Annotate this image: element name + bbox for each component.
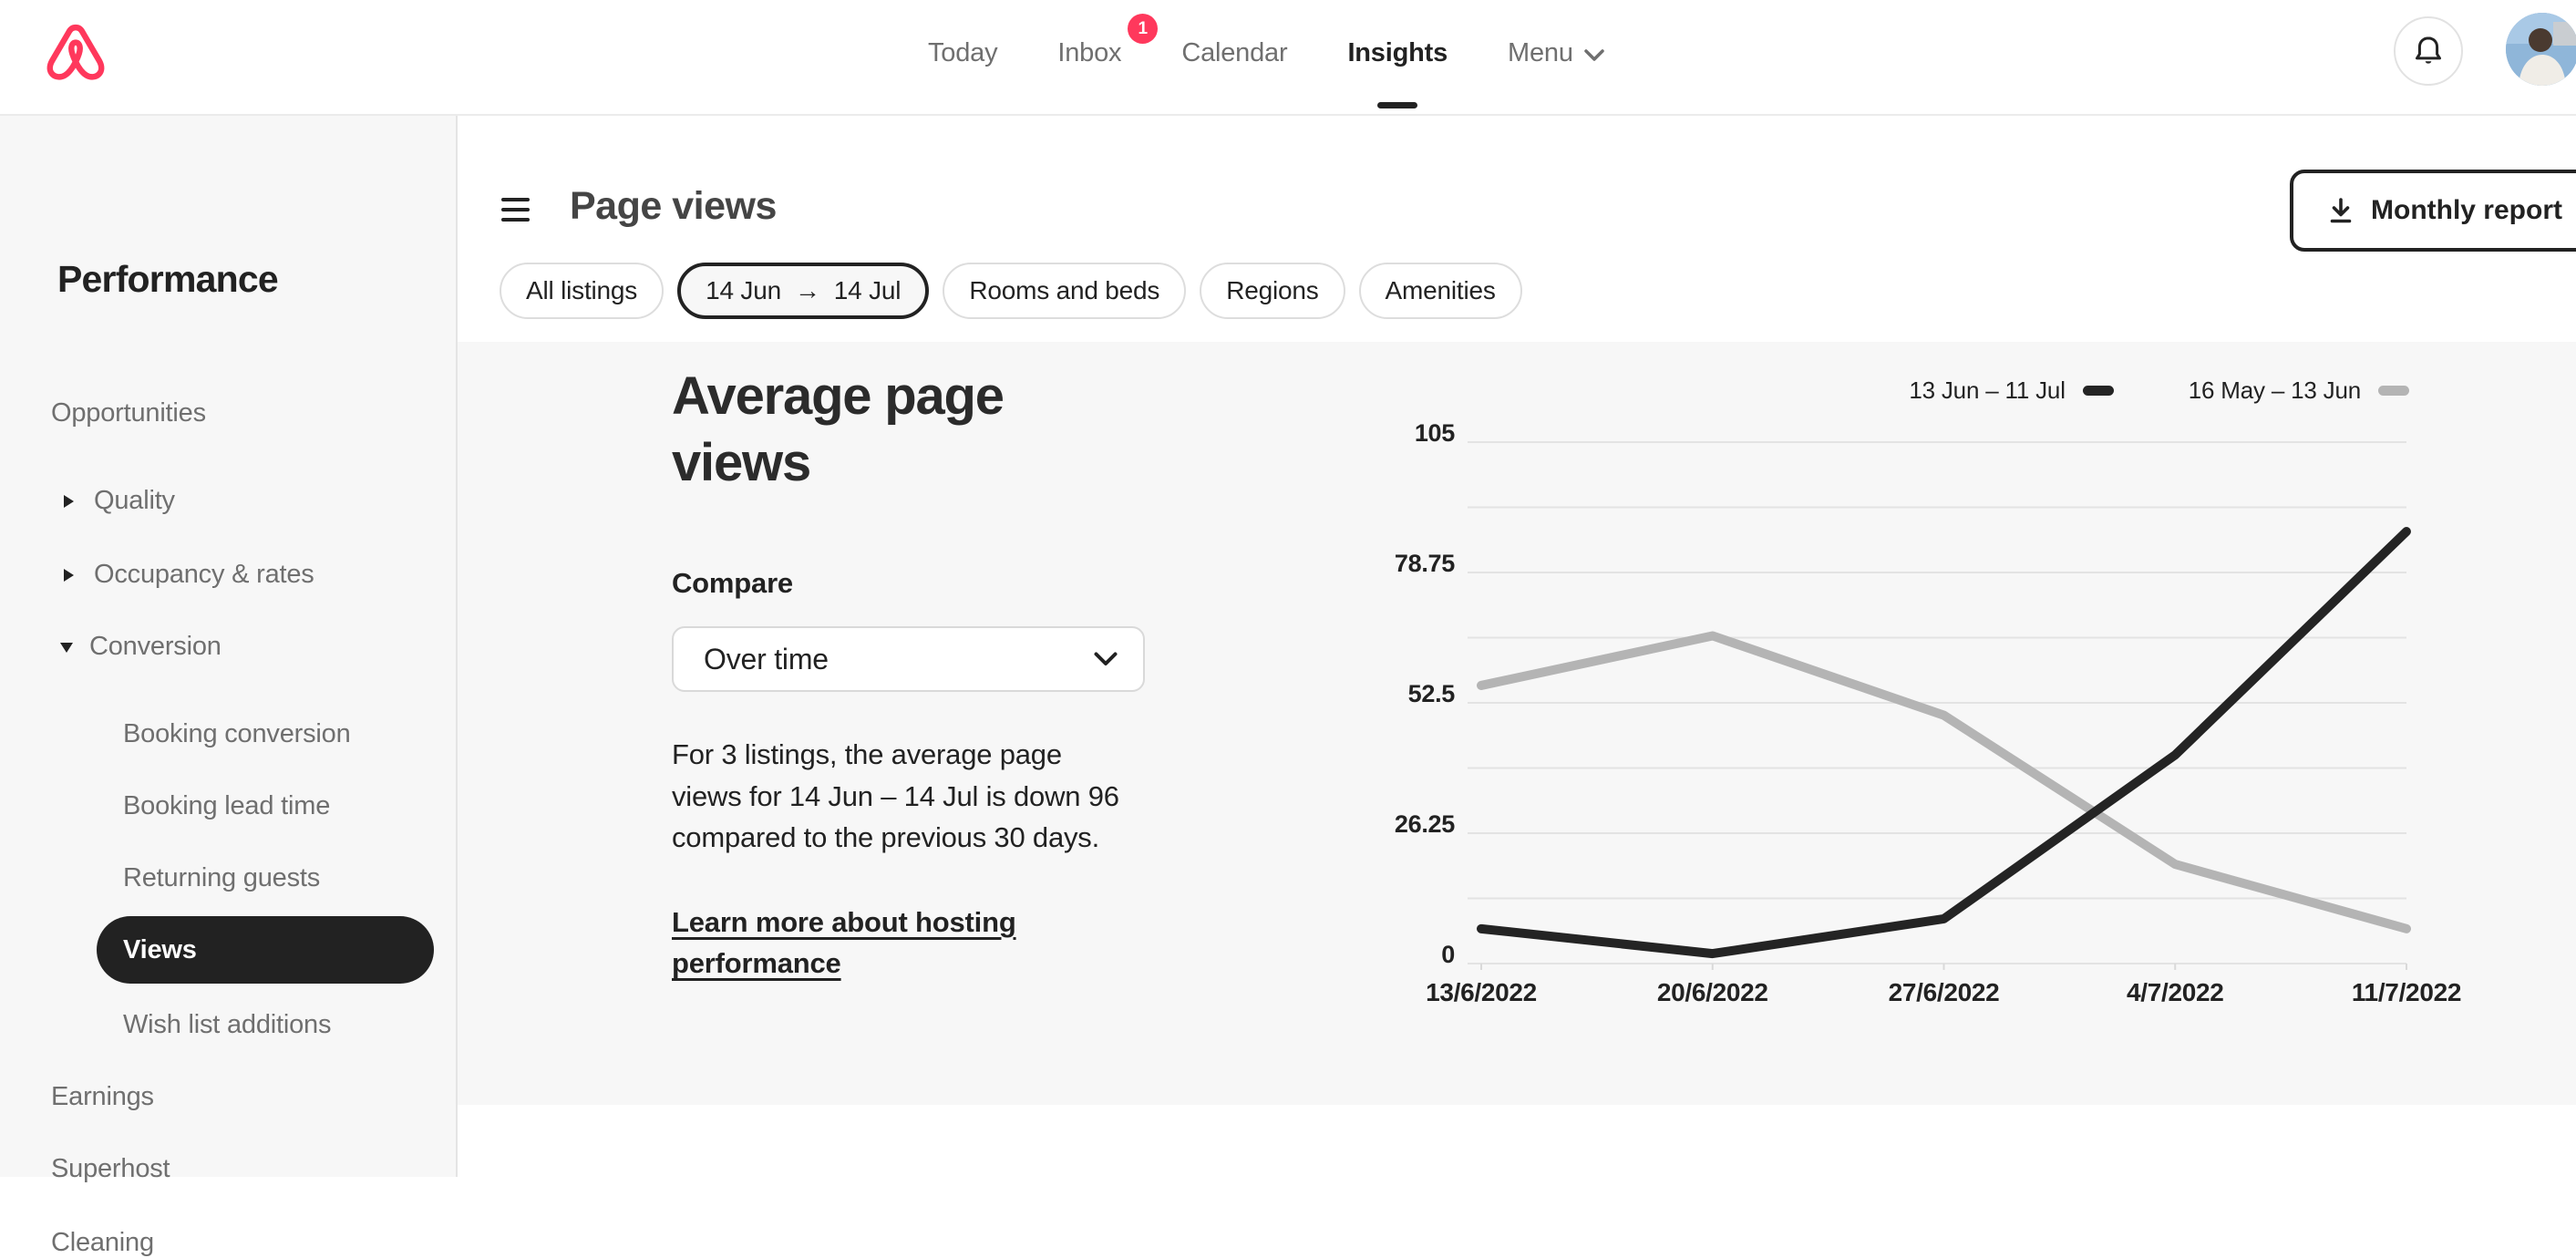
airbnb-belo-loop	[68, 39, 83, 66]
nav-item-insights-label: Insights	[1347, 38, 1448, 67]
sidebar-item-booking-conversion[interactable]: Booking conversion	[123, 719, 351, 748]
arrow-right-icon: →	[794, 276, 820, 304]
chart-legend: 13 Jun – 11 Jul 16 May – 13 Jun	[1909, 376, 2409, 405]
date-range-to: 14 Jul	[833, 276, 902, 304]
y-axis-label: 105	[1415, 419, 1455, 447]
sidebar-item-cleaning[interactable]: Cleaning	[51, 1228, 154, 1257]
x-axis-label: 4/7/2022	[2127, 978, 2224, 1006]
x-axis-label: 27/6/2022	[1889, 978, 2000, 1006]
chart-menu-icon[interactable]	[501, 198, 530, 222]
performance-sidebar: Performance Opportunities Quality Occupa…	[0, 116, 458, 1257]
sidebar-group-quality[interactable]: Quality	[64, 486, 175, 516]
legend-swatch	[2082, 386, 2114, 396]
nav-item-inbox[interactable]: Inbox 1	[1057, 0, 1159, 116]
sidebar-item-wish-list-additions[interactable]: Wish list additions	[123, 1010, 332, 1039]
filter-chips: All listings 14 Jun → 14 Jul Rooms and b…	[500, 263, 1522, 319]
sidebar-group-occupancy-rates[interactable]: Occupancy & rates	[64, 560, 314, 590]
top-nav: Today Inbox 1 Calendar Insights Menu	[0, 0, 2576, 116]
sidebar-item-booking-lead-time[interactable]: Booking lead time	[123, 791, 331, 820]
page-title: Page views	[570, 184, 777, 228]
nav-item-calendar[interactable]: Calendar	[1181, 38, 1288, 67]
chip-all-listings[interactable]: All listings	[500, 263, 665, 319]
legend-item: 16 May – 13 Jun	[2189, 376, 2409, 405]
legend-item: 13 Jun – 11 Jul	[1909, 376, 2114, 405]
legend-swatch	[2378, 386, 2409, 396]
x-axis-label: 11/7/2022	[2352, 978, 2461, 1006]
compare-label: Compare	[672, 567, 793, 599]
page-views-chart: 0 26.25 52.5 78.75 105 13/6/2022 20/6/2022 27/6…	[1395, 419, 2462, 1006]
nav-item-menu[interactable]: Menu	[1508, 0, 1604, 116]
collapsed-triangle-icon	[64, 569, 74, 583]
sidebar-group-occupancy-label: Occupancy & rates	[94, 560, 314, 589]
panel-description: For 3 listings, the average page views f…	[672, 738, 1119, 854]
nav-item-today[interactable]: Today	[928, 38, 998, 67]
sidebar-item-returning-guests[interactable]: Returning guests	[123, 863, 321, 892]
active-tab-underline	[1377, 102, 1418, 108]
x-axis-label: 13/6/2022	[1426, 978, 1537, 1006]
sidebar-group-conversion-label: Conversion	[89, 632, 222, 661]
date-range-from: 14 Jun	[706, 276, 781, 304]
panel-heading: Average page views	[672, 366, 1005, 493]
compare-select[interactable]: Over time	[672, 626, 1145, 692]
legend-label: 16 May – 13 Jun	[2188, 376, 2361, 404]
nav-item-menu-label: Menu	[1508, 38, 1573, 67]
series-line-13 Jun – 11 Jul	[1477, 527, 2411, 959]
airbnb-belo-outline	[46, 24, 105, 80]
user-avatar[interactable]	[2506, 13, 2576, 86]
primary-nav: Today Inbox 1 Calendar Insights Menu	[928, 0, 1604, 116]
chip-amenities[interactable]: Amenities	[1358, 263, 1522, 319]
x-axis-label: 20/6/2022	[1657, 978, 1768, 1006]
sidebar-item-views-selected[interactable]: Views	[97, 916, 434, 984]
bell-icon	[2416, 36, 2441, 64]
learn-more-link[interactable]: Learn more about hosting performance	[672, 906, 1016, 979]
expanded-triangle-icon	[60, 642, 73, 653]
chip-rooms-and-beds[interactable]: Rooms and beds	[943, 263, 1187, 319]
y-axis-label: 0	[1441, 941, 1455, 968]
chevron-down-icon	[1584, 49, 1604, 61]
chevron-down-icon	[1094, 652, 1118, 665]
monthly-report-button[interactable]: Monthly report	[2290, 170, 2576, 252]
legend-label: 13 Jun – 11 Jul	[1909, 376, 2066, 404]
nav-item-insights[interactable]: Insights	[1347, 0, 1448, 116]
sidebar-group-quality-label: Quality	[94, 486, 175, 515]
download-icon	[2330, 198, 2352, 223]
nav-item-inbox-label: Inbox	[1057, 38, 1122, 67]
airbnb-logo[interactable]	[41, 15, 110, 88]
notifications-button[interactable]	[2394, 16, 2463, 86]
sidebar-title: Performance	[57, 258, 279, 300]
inbox-unread-badge: 1	[1128, 14, 1159, 44]
page-views-panel	[458, 342, 2576, 1105]
y-axis-label: 52.5	[1408, 680, 1456, 707]
avatar-photo	[2506, 13, 2576, 86]
y-axis-label: 78.75	[1395, 550, 1455, 577]
sidebar-item-opportunities[interactable]: Opportunities	[51, 398, 206, 428]
y-axis-label: 26.25	[1395, 810, 1455, 838]
sidebar-item-superhost[interactable]: Superhost	[51, 1154, 170, 1183]
monthly-report-label: Monthly report	[2371, 195, 2562, 225]
series-line-16 May – 13 Jun	[1477, 631, 2411, 933]
collapsed-triangle-icon	[64, 495, 74, 509]
compare-select-value: Over time	[704, 642, 829, 675]
chip-date-range[interactable]: 14 Jun → 14 Jul	[677, 263, 930, 319]
chip-regions[interactable]: Regions	[1200, 263, 1345, 319]
sidebar-group-conversion[interactable]: Conversion	[60, 632, 222, 662]
sidebar-item-earnings[interactable]: Earnings	[51, 1082, 154, 1111]
